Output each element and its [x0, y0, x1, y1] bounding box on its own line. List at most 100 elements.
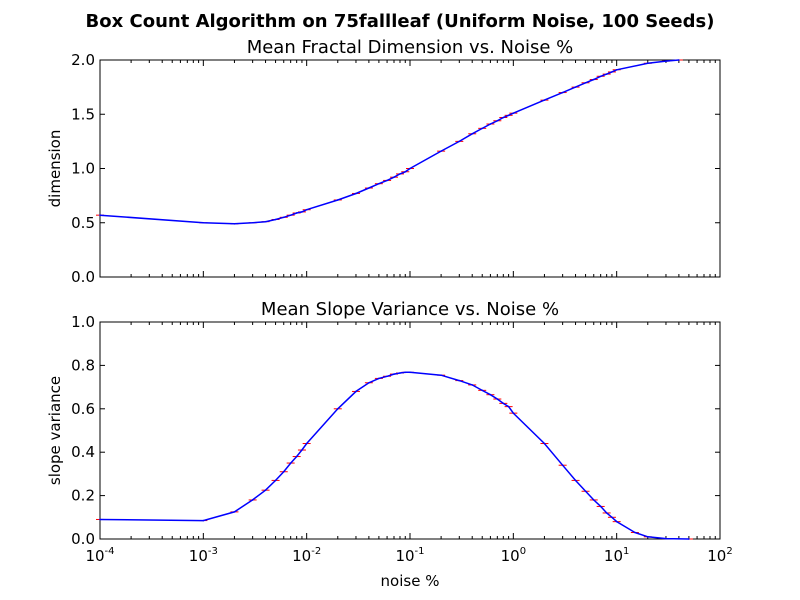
data-point — [301, 449, 303, 451]
y-tick-label: 0.4 — [71, 443, 95, 461]
data-point — [274, 218, 277, 221]
data-point — [386, 179, 388, 182]
data-point — [561, 464, 564, 467]
data-point — [512, 112, 515, 114]
data-point — [489, 123, 492, 125]
data-point — [202, 221, 205, 224]
data-point — [202, 519, 205, 522]
y-tick-label: 0.0 — [71, 268, 95, 286]
data-point — [481, 127, 484, 130]
data-point — [99, 518, 101, 521]
data-point — [264, 220, 267, 223]
y-tick-label: 0.6 — [71, 400, 95, 418]
data-point — [301, 211, 303, 213]
data-point — [611, 71, 613, 73]
data-point — [615, 520, 618, 523]
data-point — [599, 505, 602, 508]
data-point — [665, 60, 667, 62]
data-point — [634, 531, 636, 534]
data-point — [458, 140, 461, 143]
data-point — [399, 372, 401, 374]
data-point — [305, 442, 308, 445]
y-tick-label: 0.5 — [71, 214, 95, 232]
y-tick-label: 2.0 — [71, 51, 95, 69]
figure-title: Box Count Algorithm on 75fallleaf (Unifo… — [86, 11, 715, 32]
data-point — [678, 59, 680, 61]
y-axis-label: dimension — [46, 130, 64, 208]
data-point — [393, 373, 395, 375]
data-point — [574, 86, 577, 88]
data-point — [592, 78, 595, 81]
data-point — [295, 455, 298, 458]
data-point — [665, 537, 667, 540]
plots-container: Mean Fractal Dimension vs. Noise % 0.0 0.5… — [46, 37, 733, 590]
series-line — [99, 59, 679, 225]
x-tick-label: 101 — [604, 546, 629, 565]
data-point — [305, 208, 308, 211]
subplot-title: Mean Fractal Dimension vs. Noise % — [247, 37, 574, 58]
data-point — [646, 536, 649, 538]
data-point — [471, 384, 474, 386]
x-tick-label: 102 — [707, 546, 732, 565]
data-point — [99, 214, 101, 216]
subplot-1: Mean Fractal Dimension vs. Noise % 0.0 0.5… — [46, 37, 721, 286]
data-point — [471, 132, 474, 135]
data-point — [599, 75, 602, 78]
data-point — [496, 119, 499, 122]
data-point — [592, 499, 595, 501]
data-point — [481, 389, 484, 392]
x-tick-label: 10-2 — [292, 546, 321, 565]
data-point — [274, 479, 277, 482]
data-point — [688, 538, 690, 540]
data-point — [282, 216, 285, 219]
data-point — [440, 374, 442, 376]
data-point — [615, 68, 618, 71]
data-point — [458, 379, 461, 382]
x-tick-label: 10-1 — [395, 546, 424, 565]
subplot-2: Mean Slope Variance vs. Noise % 0.0 0.2 0.4… — [46, 299, 733, 590]
x-tick-label: 10-4 — [85, 546, 114, 565]
plot-frame — [99, 321, 721, 540]
data-point — [507, 114, 510, 117]
data-point — [646, 62, 649, 65]
data-point — [409, 371, 411, 374]
data-point — [502, 402, 505, 405]
data-point — [264, 489, 267, 491]
data-point — [282, 470, 285, 473]
data-point — [543, 99, 546, 101]
data-point — [584, 490, 587, 493]
y-tick-label: 0.8 — [71, 356, 95, 374]
x-tick-label: 10-3 — [189, 546, 218, 565]
data-point — [233, 223, 236, 225]
data-point — [368, 187, 370, 189]
data-point — [393, 176, 395, 178]
data-point — [502, 116, 505, 119]
data-point — [496, 398, 499, 400]
data-point — [605, 73, 608, 75]
y-tick-label: 0.0 — [71, 530, 95, 548]
data-point — [355, 390, 357, 393]
data-point — [440, 150, 442, 152]
subplot-title: Mean Slope Variance vs. Noise % — [261, 299, 559, 320]
x-tick-label: 100 — [501, 546, 526, 565]
y-tick-label: 1.0 — [71, 313, 95, 331]
data-point — [386, 375, 388, 378]
series-line — [99, 371, 689, 540]
data-point — [336, 408, 339, 410]
data-point — [399, 173, 401, 175]
data-point — [584, 81, 587, 84]
y-tick-label: 1.0 — [71, 160, 95, 178]
data-point — [336, 199, 339, 201]
data-point — [289, 214, 292, 216]
data-point — [233, 511, 236, 513]
data-point — [512, 412, 515, 414]
data-point — [251, 221, 254, 224]
data-point — [289, 462, 292, 464]
data-point — [404, 170, 407, 173]
data-point — [507, 405, 510, 408]
y-axis-label: slope variance — [46, 376, 64, 485]
data-point — [251, 499, 254, 501]
y-tick-label: 1.5 — [71, 105, 95, 123]
data-point — [543, 442, 546, 445]
